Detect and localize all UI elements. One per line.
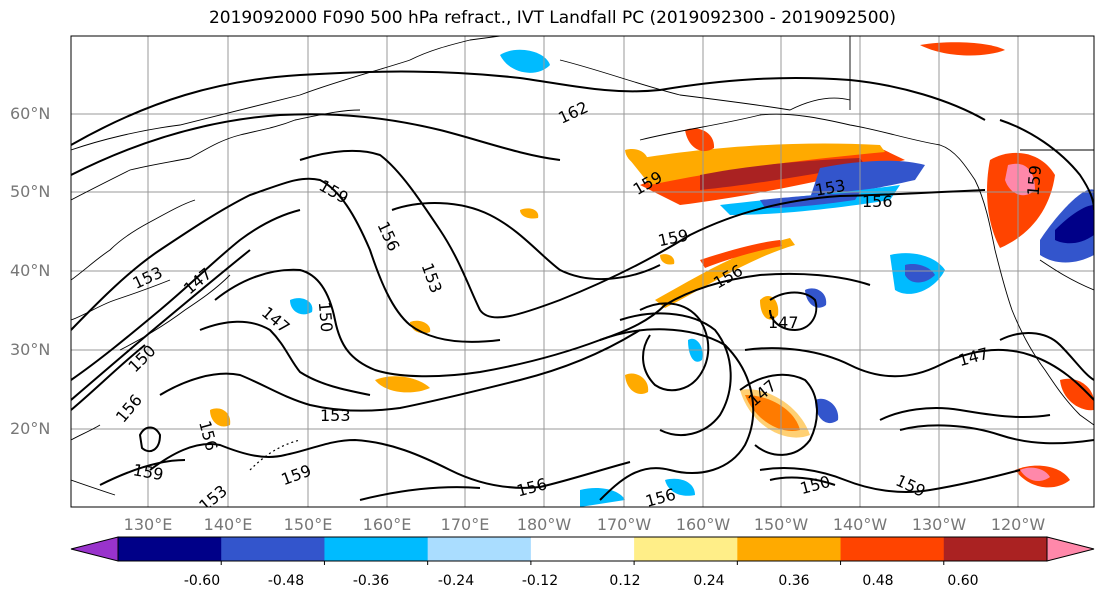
colorbar-tick-label: 0.48: [862, 573, 894, 589]
lon-tick-label: 130°W: [911, 515, 967, 534]
colorbar: [70, 536, 1095, 565]
coastlines: [71, 36, 1094, 496]
lon-tick-label: 150°E: [283, 515, 333, 534]
colorbar-extend-low: [70, 536, 119, 562]
lon-tick-label: 170°W: [596, 515, 652, 534]
lon-tick-label: 150°W: [753, 515, 809, 534]
lon-tick-label: 180°W: [516, 515, 572, 534]
colorbar-tick-label: 0.12: [609, 573, 641, 589]
colorbar-tick-label: -0.48: [267, 573, 305, 589]
coast-alaska: [559, 59, 851, 111]
graticule: [71, 36, 1094, 507]
colorbar-segment: [427, 537, 532, 561]
colorbar-frame: [117, 536, 1048, 562]
contour-label: 150: [315, 301, 337, 333]
coast-asia: [71, 36, 501, 151]
contour-label: 156: [862, 192, 893, 211]
lon-tick-label: 140°E: [203, 515, 253, 534]
colorbar-tick-label: -0.12: [521, 573, 559, 589]
colorbar-segment: [221, 537, 325, 561]
colorbar-segment: [530, 537, 635, 561]
contour-label: 159: [1024, 164, 1046, 196]
lon-tick-label: 140°W: [832, 515, 888, 534]
lon-tick-label: 170°E: [440, 515, 490, 534]
lat-tick-label: 60°N: [10, 104, 51, 123]
plot-frame: [70, 35, 1095, 508]
colorbar-segment: [634, 537, 738, 561]
colorbar-tick-label: -0.36: [352, 573, 390, 589]
colorbar-segment: [840, 537, 945, 561]
colorbar-tick-label: 0.36: [778, 573, 810, 589]
lon-tick-label: 160°W: [675, 515, 731, 534]
contour-label: 147: [768, 313, 799, 332]
colorbar-tick-label: -0.60: [183, 573, 221, 589]
contour-label: 156: [643, 485, 677, 511]
colorbar-tick-label: 0.24: [693, 573, 725, 589]
colorbar-tick-label: 0.60: [947, 573, 979, 589]
colorbar-segment: [324, 537, 429, 561]
colorbar-segment: [737, 537, 842, 561]
lon-tick-label: 130°E: [123, 515, 173, 534]
contour-lines: [71, 70, 1094, 501]
lat-tick-label: 30°N: [10, 340, 51, 359]
lat-tick-label: 20°N: [10, 419, 51, 438]
coast-north-america: [939, 144, 1094, 426]
colorbar-extend-high: [1046, 536, 1095, 562]
lat-tick-label: 40°N: [10, 261, 51, 280]
lon-tick-label: 120°W: [990, 515, 1046, 534]
colorbar-segment: [118, 537, 222, 561]
contour-162: [71, 70, 986, 146]
warm-patch-coast: [987, 152, 1055, 248]
lon-tick-label: 160°E: [362, 515, 412, 534]
map-title: 2019092000 F090 500 hPa refract., IVT La…: [208, 8, 896, 28]
lat-tick-label: 50°N: [10, 182, 51, 201]
colorbar-segment: [943, 537, 1048, 561]
contour-label: 153: [320, 406, 351, 425]
colorbar-tick-label: -0.24: [437, 573, 475, 589]
